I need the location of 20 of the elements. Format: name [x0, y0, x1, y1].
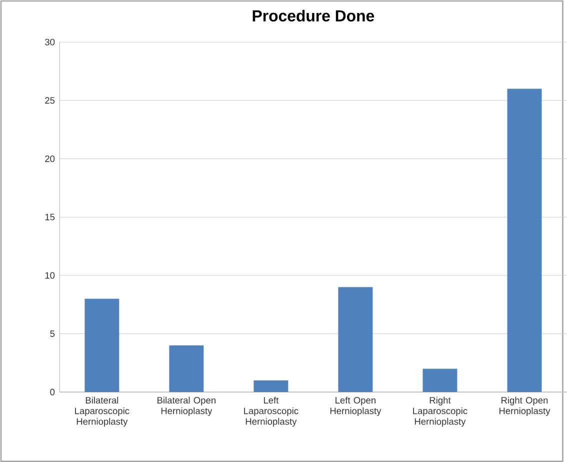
- y-tick-label: 10: [45, 272, 55, 279]
- y-tick-label: 25: [45, 96, 55, 104]
- x-tick-label: Left Laparoscopic Hernioplasty: [244, 396, 298, 426]
- bar: [507, 88, 542, 392]
- bar: [422, 368, 458, 392]
- bar: [338, 286, 373, 392]
- x-tick-label: Right Laparoscopic Hernioplasty: [413, 396, 468, 426]
- x-tick-label: Left Open Hernioplasty: [330, 396, 382, 416]
- x-tick-label: Right Open Hernioplasty: [499, 396, 550, 416]
- x-tick-label: Bilateral Open Hernioplasty: [158, 396, 216, 416]
- y-tick-label: 20: [45, 155, 55, 162]
- y-tick-label: 5: [50, 330, 55, 337]
- y-tick-label: 15: [45, 214, 55, 220]
- x-tick-label: Bilateral Laparoscopic Hernioplasty: [75, 396, 130, 426]
- y-tick-label: 30: [45, 38, 55, 46]
- y-tick-label: 0: [50, 388, 55, 396]
- bar: [84, 298, 120, 392]
- bar: [169, 345, 204, 392]
- chart-title: Procedure Done: [252, 10, 374, 22]
- bar: [254, 380, 288, 392]
